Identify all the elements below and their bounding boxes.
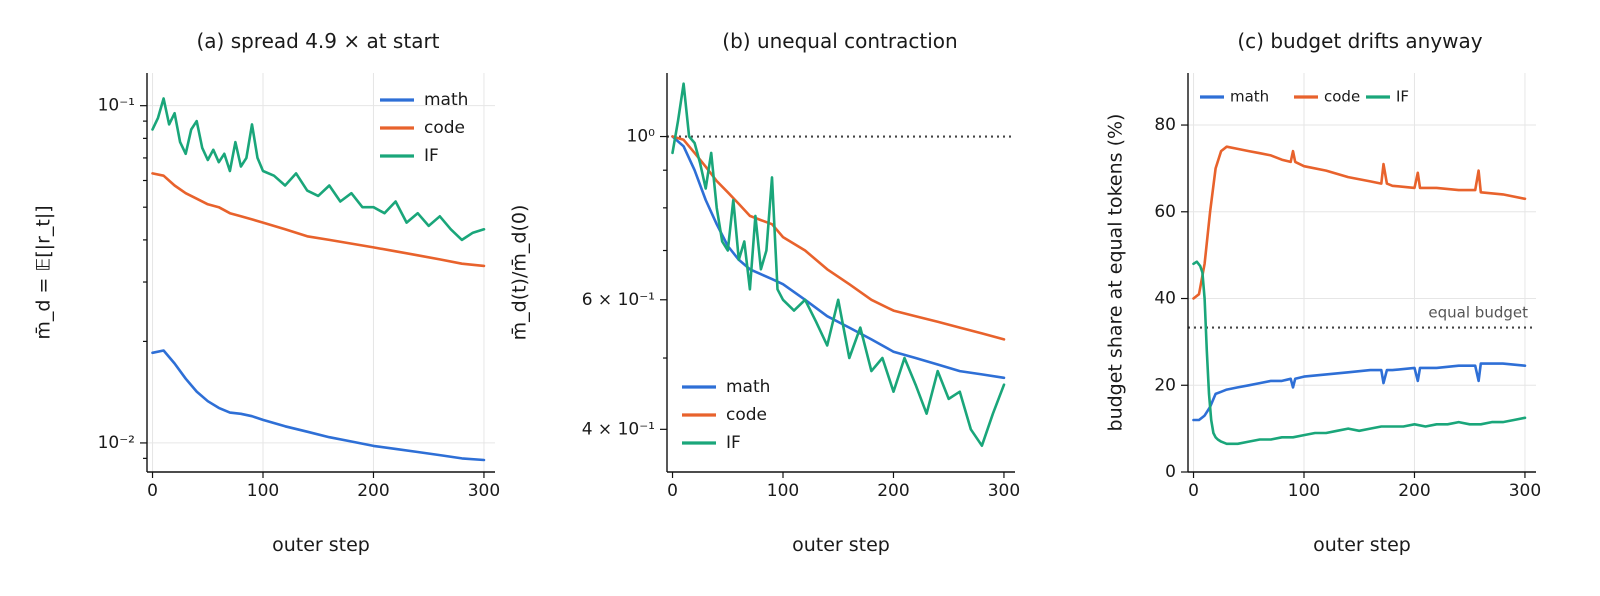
legend-label-code: code (424, 118, 465, 138)
series-line-if (671, 82, 1006, 447)
series-line-code (1192, 145, 1527, 300)
reference-label: equal budget (1428, 304, 1528, 322)
y-tick-label: 60 (1154, 202, 1176, 222)
panel-title: (b) unequal contraction (722, 29, 957, 53)
legend-label-math: math (726, 377, 770, 397)
legend-label-code: code (1324, 88, 1360, 106)
panel-title: (c) budget drifts anyway (1237, 29, 1482, 53)
x-tick-label: 100 (767, 481, 799, 501)
x-tick-label: 300 (1509, 481, 1541, 501)
series-line-if (1192, 260, 1527, 446)
x-axis-label: outer step (792, 534, 890, 556)
legend-label-if: IF (726, 433, 741, 453)
y-axis-label: m̄_d = 𝔼[|r_t|] (33, 205, 55, 339)
series-line-math (671, 135, 1006, 380)
y-tick-label: 40 (1154, 289, 1176, 309)
legend-label-math: math (424, 90, 468, 110)
legend-label-if: IF (424, 146, 439, 166)
legend-label-math: math (1230, 88, 1269, 106)
x-tick-label: 200 (877, 481, 909, 501)
y-tick-label: 80 (1154, 115, 1176, 135)
x-tick-label: 0 (147, 481, 158, 501)
legend-label-if: IF (1396, 88, 1409, 106)
y-tick-label: 0 (1165, 462, 1176, 482)
y-tick-label: 20 (1154, 375, 1176, 395)
x-tick-label: 200 (357, 481, 389, 501)
y-tick-label: 6 × 10⁻¹ (582, 290, 655, 310)
x-tick-label: 200 (1398, 481, 1430, 501)
legend-label-code: code (726, 405, 767, 425)
x-tick-label: 0 (1188, 481, 1199, 501)
y-tick-label: 4 × 10⁻¹ (582, 419, 655, 439)
x-tick-label: 100 (247, 481, 279, 501)
x-axis-label: outer step (1313, 534, 1411, 556)
y-axis-label: budget share at equal tokens (%) (1105, 114, 1127, 432)
panel-a: 0 100 200 300 10⁻² 10⁻¹ (a) spread 4.9 × at st… (33, 29, 501, 556)
panel-c: equal budget 0 100 200 300 0 20 40 60 80 (c) budge… (1105, 29, 1542, 556)
y-tick-label: 10⁻² (98, 433, 135, 453)
y-tick-label: 10⁰ (627, 127, 656, 147)
x-tick-label: 300 (988, 481, 1020, 501)
series-line-if (151, 97, 486, 242)
series-line-code (151, 172, 486, 268)
panel-b: 0 100 200 300 4 × 10⁻¹ 6 × 10⁻¹ 10⁰ (b) unequal… (509, 29, 1021, 556)
y-axis-label: m̄_d(t)/m̄_d(0) (509, 205, 531, 341)
panel-title: (a) spread 4.9 × at start (196, 29, 439, 53)
y-tick-label: 10⁻¹ (98, 96, 135, 116)
x-axis-label: outer step (272, 534, 370, 556)
series-line-math (151, 349, 486, 462)
x-tick-label: 0 (667, 481, 678, 501)
series-line-math (1192, 362, 1527, 422)
x-tick-label: 100 (1288, 481, 1320, 501)
x-tick-label: 300 (468, 481, 500, 501)
